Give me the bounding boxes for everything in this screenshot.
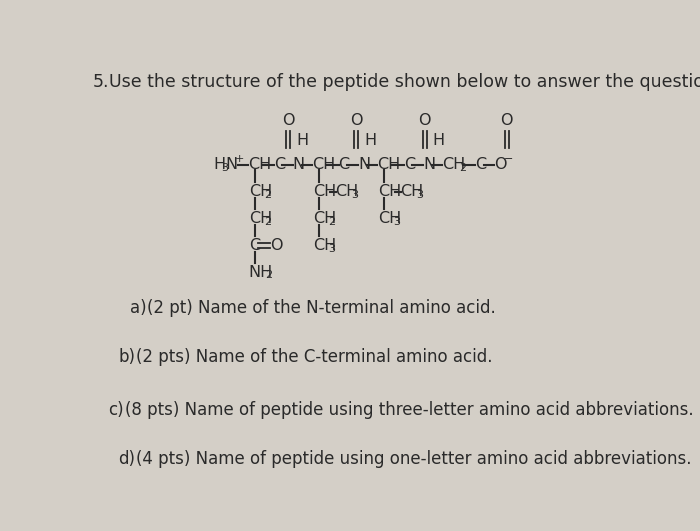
Text: (4 pts) Name of peptide using one-letter amino acid abbreviations.: (4 pts) Name of peptide using one-letter… [136, 450, 691, 468]
Text: C: C [404, 157, 415, 172]
Text: (2 pts) Name of the C-terminal amino acid.: (2 pts) Name of the C-terminal amino aci… [136, 348, 492, 366]
Text: C: C [339, 157, 350, 172]
Text: O: O [350, 113, 363, 127]
Text: C: C [475, 157, 486, 172]
Text: CH: CH [248, 157, 271, 172]
Text: 2: 2 [264, 217, 272, 227]
Text: 3: 3 [222, 162, 229, 173]
Text: 3: 3 [351, 190, 358, 200]
Text: CH: CH [248, 211, 272, 226]
Text: N: N [225, 157, 237, 172]
Text: +: + [234, 154, 244, 164]
Text: c): c) [108, 401, 124, 419]
Text: b): b) [118, 348, 136, 366]
Text: CH: CH [442, 157, 466, 172]
Text: 2: 2 [328, 217, 336, 227]
Text: 3: 3 [328, 244, 335, 253]
Text: CH: CH [400, 184, 424, 199]
Text: N: N [358, 157, 370, 172]
Text: O: O [494, 157, 507, 172]
Text: C: C [274, 157, 286, 172]
Text: −: − [504, 154, 513, 164]
Text: 2: 2 [458, 162, 466, 173]
Text: CH: CH [378, 184, 401, 199]
Text: 2: 2 [265, 270, 272, 280]
Text: (2 pt) Name of the N-terminal amino acid.: (2 pt) Name of the N-terminal amino acid… [147, 299, 496, 317]
Text: NH: NH [248, 265, 273, 280]
Text: CH: CH [248, 184, 272, 199]
Text: CH: CH [313, 211, 336, 226]
Text: 3: 3 [393, 217, 400, 227]
Text: H: H [296, 133, 308, 148]
Text: CH: CH [335, 184, 358, 199]
Text: CH: CH [313, 238, 336, 253]
Text: O: O [500, 113, 513, 127]
Text: d): d) [118, 450, 136, 468]
Text: CH: CH [312, 157, 335, 172]
Text: N: N [423, 157, 435, 172]
Text: N: N [293, 157, 305, 172]
Text: 5.: 5. [93, 73, 109, 91]
Text: CH: CH [377, 157, 400, 172]
Text: H: H [364, 133, 377, 148]
Text: 3: 3 [416, 190, 423, 200]
Text: CH: CH [313, 184, 336, 199]
Text: (8 pts) Name of peptide using three-letter amino acid abbreviations.: (8 pts) Name of peptide using three-lett… [125, 401, 694, 419]
Text: Use the structure of the peptide shown below to answer the questions that follow: Use the structure of the peptide shown b… [109, 73, 700, 91]
Text: H: H [433, 133, 445, 148]
Text: a): a) [130, 299, 147, 317]
Text: CH: CH [378, 211, 401, 226]
Text: 2: 2 [264, 190, 272, 200]
Text: C: C [248, 238, 260, 253]
Text: H: H [213, 157, 225, 172]
Text: O: O [282, 113, 295, 127]
Text: O: O [270, 238, 283, 253]
Text: O: O [419, 113, 431, 127]
